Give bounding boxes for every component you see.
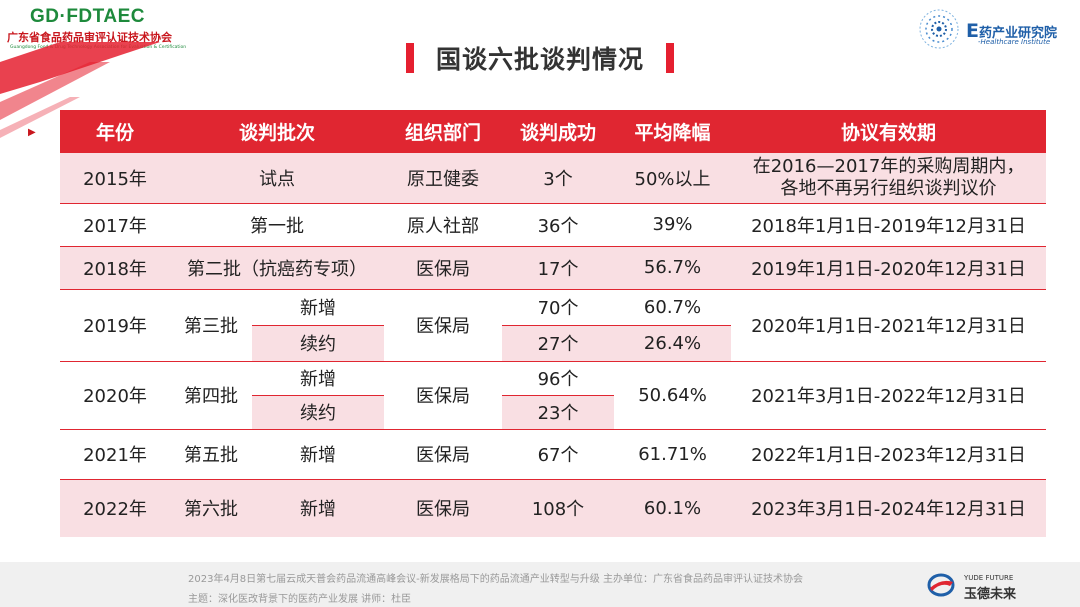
cell-batch: 第二批（抗癌药专项）	[170, 246, 385, 290]
cell-dept: 医保局	[384, 289, 503, 362]
cell-validity: 2022年1月1日-2023年12月31日	[731, 429, 1047, 480]
title-bar-left	[405, 43, 414, 73]
globe-dots-icon	[919, 9, 959, 49]
cell-success: 36个	[502, 203, 615, 247]
footer-bar: 2023年4月8日第七届云成天普会药品流通高峰会议-新发展格局下的药品流通产业转…	[0, 562, 1080, 607]
cell-batch: 第四批	[170, 361, 252, 430]
table-row: 2015年 试点 原卫健委 3个 50%以上 在2016—2017年的采购周期内…	[60, 153, 1047, 204]
header-drop: 平均降幅	[614, 110, 732, 153]
cell-dept: 医保局	[384, 361, 503, 430]
cell-success-renew: 23个	[502, 395, 615, 430]
cell-dept: 原卫健委	[384, 153, 503, 204]
cell-year: 2017年	[60, 203, 170, 247]
cell-drop-new: 60.7%	[614, 289, 732, 326]
header-validity: 协议有效期	[731, 110, 1047, 153]
validity-line-1: 在2016—2017年的采购周期内，	[752, 155, 1025, 177]
cell-year: 2019年	[60, 289, 170, 362]
cell-year: 2021年	[60, 429, 170, 480]
table-header-row: 年份 谈判批次 组织部门 谈判成功 平均降幅 协议有效期	[60, 110, 1047, 153]
cell-type-new: 新增	[252, 289, 385, 326]
cell-year: 2015年	[60, 153, 170, 204]
cell-batch: 第三批	[170, 289, 252, 362]
logo-brand-text: GD·FDTAEC	[30, 6, 145, 27]
cell-year: 2018年	[60, 246, 170, 290]
cell-validity: 2021年3月1日-2022年12月31日	[731, 361, 1047, 430]
institute-tagline: -Healthcare Institute	[978, 38, 1051, 46]
table-row: 2019年 第三批 新增 医保局 70个 60.7% 2020年1月1日-202…	[60, 289, 1047, 362]
yude-swoosh-icon	[927, 573, 955, 597]
cell-drop: 61.71%	[614, 429, 732, 480]
cell-validity: 在2016—2017年的采购周期内， 各地不再另行组织谈判议价	[731, 153, 1047, 204]
cell-success-renew: 27个	[502, 325, 615, 362]
table-row: 2022年 第六批 新增 医保局 108个 60.1% 2023年3月1日-20…	[60, 479, 1047, 537]
table-row: 2021年 第五批 新增 医保局 67个 61.71% 2022年1月1日-20…	[60, 429, 1047, 480]
institute-logo: E药产业研究院 -Healthcare Institute	[912, 8, 1072, 52]
table-row: 续约 23个	[60, 395, 1046, 430]
cell-success: 17个	[502, 246, 615, 290]
cell-success: 108个	[502, 479, 615, 537]
slide-title: 国谈六批谈判情况	[435, 45, 644, 74]
table-row: 续约 27个 26.4%	[60, 325, 1046, 362]
cell-type: 新增	[252, 429, 385, 480]
cell-validity: 2020年1月1日-2021年12月31日	[731, 289, 1047, 362]
yude-brand-en: YUDE FUTURE	[964, 574, 1014, 582]
cell-success-new: 96个	[502, 361, 615, 396]
header-year: 年份	[60, 110, 170, 153]
cell-dept: 医保局	[384, 429, 503, 480]
cell-drop: 60.1%	[614, 479, 732, 537]
footer-event-line: 2023年4月8日第七届云成天普会药品流通高峰会议-新发展格局下的药品流通产业转…	[188, 574, 803, 585]
slide-title-area: 国谈六批谈判情况	[0, 40, 1080, 76]
cell-batch: 第六批	[170, 479, 252, 537]
cell-dept: 医保局	[384, 479, 503, 537]
cell-drop-renew: 26.4%	[614, 325, 732, 362]
header-success: 谈判成功	[502, 110, 615, 153]
cell-type: 新增	[252, 479, 385, 537]
cell-batch: 第五批	[170, 429, 252, 480]
cell-drop: 56.7%	[614, 246, 732, 290]
cell-drop: 50.64%	[614, 361, 732, 430]
header-batch: 谈判批次	[170, 110, 385, 153]
validity-line-2: 各地不再另行组织谈判议价	[780, 177, 997, 199]
cell-dept: 医保局	[384, 246, 503, 290]
logo-cn-text: 广东省食品药品审评认证技术协会	[7, 31, 172, 44]
header-dept: 组织部门	[384, 110, 503, 153]
table-row: 2020年 第四批 新增 医保局 96个 50.64% 2021年3月1日-20…	[60, 361, 1047, 430]
institute-name-text: 药产业研究院	[978, 26, 1057, 41]
cell-batch: 第一批	[170, 203, 385, 247]
cell-validity: 2018年1月1日-2019年12月31日	[731, 203, 1047, 247]
cell-validity: 2019年1月1日-2020年12月31日	[731, 246, 1047, 290]
cell-dept: 原人社部	[384, 203, 503, 247]
footer-theme-line: 主题：深化医改背景下的医药产业发展 讲师：杜臣	[188, 594, 412, 605]
cell-batch: 试点	[170, 153, 385, 204]
cell-drop: 50%以上	[614, 153, 732, 204]
institute-name: E药产业研究院	[966, 20, 1057, 42]
table-row: 2017年 第一批 原人社部 36个 39% 2018年1月1日-2019年12…	[60, 203, 1047, 247]
cell-type-new: 新增	[252, 361, 385, 396]
yude-logo: YUDE FUTURE 玉德未来	[926, 568, 1036, 602]
cell-drop: 39%	[614, 203, 732, 247]
cell-type-renew: 续约	[252, 325, 385, 362]
institute-prefix: E	[966, 20, 979, 42]
title-bar-right	[666, 43, 674, 73]
cell-type-renew: 续约	[252, 395, 385, 430]
cell-validity: 2023年3月1日-2024年12月31日	[731, 479, 1047, 537]
cell-success: 67个	[502, 429, 615, 480]
cell-year: 2020年	[60, 361, 170, 430]
cell-success-new: 70个	[502, 289, 615, 326]
triangle-marker-icon: ▶	[28, 127, 36, 138]
yude-brand-cn: 玉德未来	[964, 587, 1017, 602]
table-row: 2018年 第二批（抗癌药专项） 医保局 17个 56.7% 2019年1月1日…	[60, 246, 1047, 290]
decorative-stripes	[0, 42, 160, 138]
negotiation-table: 年份 谈判批次 组织部门 谈判成功 平均降幅 协议有效期 2015年 试点 原卫…	[60, 110, 1047, 537]
cell-year: 2022年	[60, 479, 170, 537]
cell-success: 3个	[502, 153, 615, 204]
